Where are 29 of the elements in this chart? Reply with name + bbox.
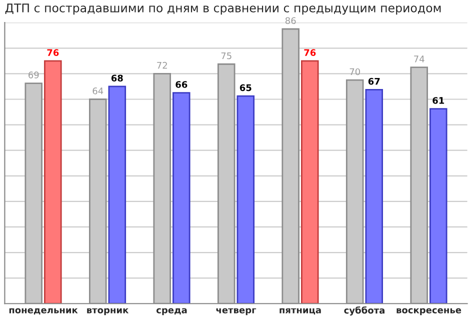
x-tick-label: четверг (216, 308, 256, 316)
bar (108, 86, 126, 304)
bar (172, 92, 190, 304)
data-label: 74 (414, 56, 424, 62)
data-label: 64 (92, 87, 104, 94)
x-tick-label: суббота (344, 306, 384, 316)
data-label: 68 (111, 74, 123, 82)
bar (44, 60, 62, 304)
x-tick-label: пятница (280, 308, 321, 315)
x-tick-label: понедельник (9, 308, 78, 315)
data-label: 61 (432, 97, 444, 104)
data-label: 65 (240, 84, 252, 92)
bar (365, 88, 384, 304)
bar (429, 108, 448, 304)
data-label: 69 (28, 72, 39, 78)
data-label: 86 (285, 17, 296, 24)
data-label: 76 (304, 49, 316, 56)
bar (236, 95, 255, 304)
x-tick-label: воскресенье (396, 308, 462, 316)
x-tick-label: среда (156, 308, 187, 316)
data-label: 67 (368, 78, 380, 85)
data-label: 76 (47, 49, 59, 56)
chart-title: ДТП с пострадавшими по дням в сравнении с предыдущим периодом (5, 4, 441, 15)
data-label: 72 (157, 62, 167, 69)
bar (300, 60, 319, 304)
data-label: 66 (176, 81, 188, 88)
data-label: 75 (221, 52, 232, 60)
x-tick-label: вторник (87, 308, 129, 316)
data-label: 70 (350, 68, 360, 76)
